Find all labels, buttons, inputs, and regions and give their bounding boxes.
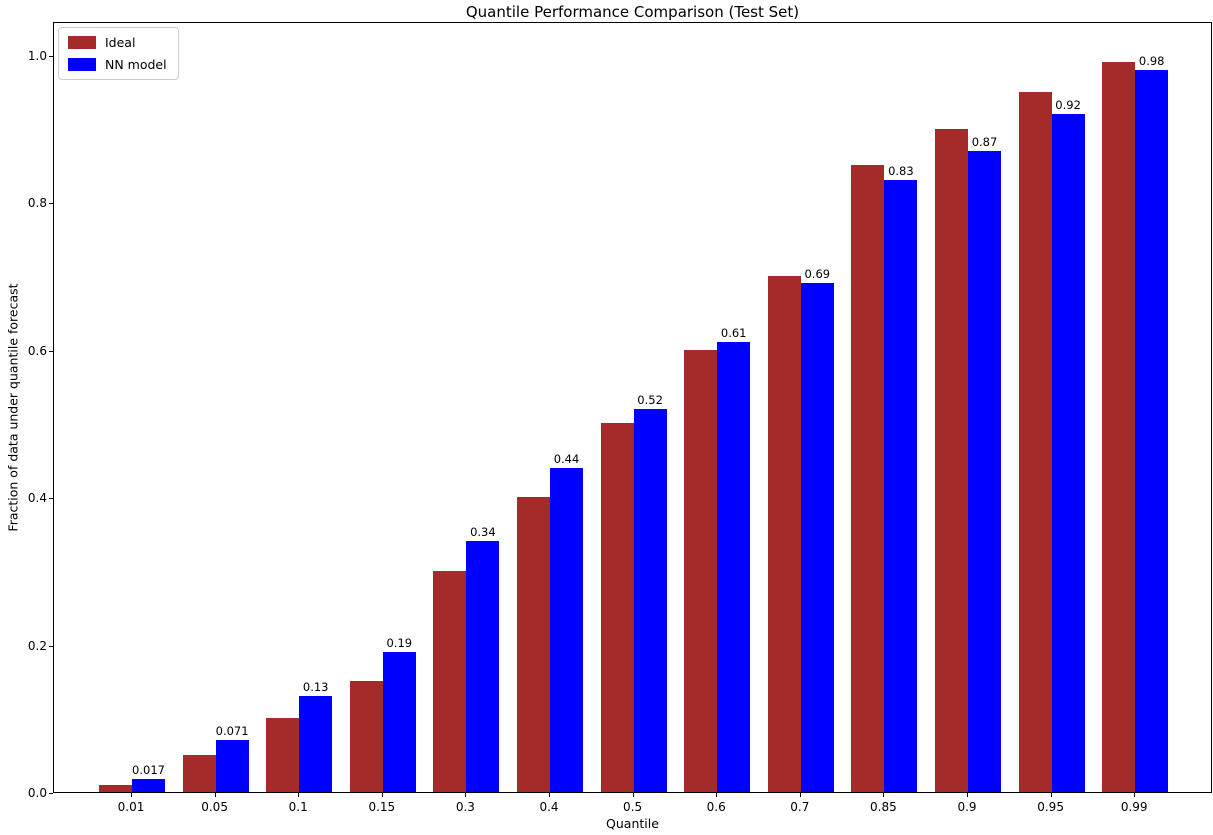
plot-area: 0.017 0.071 0.13 0.19 0.34 0.44 0.52 0.61 0.69 0.… (53, 22, 1212, 793)
x-tick-label: 0.1 (288, 800, 308, 814)
x-tick-label: 0.7 (790, 800, 810, 814)
legend: Ideal NN model (58, 27, 179, 80)
x-tick-label: 0.9 (957, 800, 977, 814)
bar-nn-model (382, 651, 416, 792)
bar-value-label: 0.61 (720, 326, 747, 341)
x-tick-mark (632, 793, 634, 797)
legend-swatch-ideal (68, 36, 96, 49)
bar-value-label: 0.69 (804, 267, 831, 282)
bar-nn-model (1135, 69, 1169, 792)
bar-value-label: 0.92 (1055, 97, 1081, 112)
x-tick-mark (465, 793, 467, 797)
bar-ideal (1102, 62, 1136, 792)
y-tick-label: 0.4 (27, 491, 47, 506)
bar-nn-model (1051, 113, 1085, 792)
y-tick-mark (49, 645, 53, 647)
y-tick-mark (49, 55, 53, 57)
bar-ideal (433, 570, 467, 792)
bar-value-label: 0.071 (215, 723, 249, 738)
y-tick-mark (49, 203, 53, 205)
bar-nn-model (215, 739, 249, 792)
bar-value-label: 0.017 (132, 763, 165, 778)
y-tick-mark (49, 793, 53, 794)
x-tick-mark (1050, 793, 1052, 797)
bar-value-label: 0.98 (1138, 53, 1165, 68)
y-tick-label: 0.0 (27, 786, 47, 800)
x-tick-label: 0.85 (870, 800, 897, 814)
x-tick-label: 0.05 (201, 800, 228, 814)
bar-ideal (767, 276, 801, 792)
x-tick-mark (381, 793, 383, 797)
legend-label-ideal: Ideal (105, 35, 136, 50)
y-tick-label: 0.2 (27, 638, 47, 653)
chart-title: Quantile Performance Comparison (Test Se… (465, 3, 800, 21)
bar-nn-model (466, 541, 500, 792)
bar-ideal (349, 681, 383, 792)
y-tick-label: 1.0 (27, 48, 47, 63)
bar-value-label: 0.19 (386, 635, 413, 650)
bar-nn-model (299, 696, 333, 792)
legend-swatch-nn-model (68, 58, 96, 71)
bar-nn-model (132, 779, 165, 792)
x-tick-label: 0.01 (117, 800, 145, 814)
bar-ideal (851, 165, 885, 792)
y-tick-label: 0.8 (27, 196, 47, 211)
bar-nn-model (884, 180, 918, 792)
x-tick-label: 0.5 (623, 800, 643, 814)
bar-nn-model (550, 467, 583, 792)
bar-value-label: 0.34 (470, 525, 496, 540)
bar-value-label: 0.87 (971, 134, 998, 149)
bar-ideal (600, 423, 634, 792)
x-tick-label: 0.95 (1037, 800, 1064, 814)
bar-nn-model (800, 283, 834, 792)
bar-ideal (99, 784, 132, 792)
x-tick-mark (716, 793, 718, 797)
y-tick-mark (49, 350, 53, 352)
x-tick-label: 0.4 (539, 800, 559, 814)
x-tick-mark (799, 793, 801, 797)
bar-nn-model (633, 408, 667, 792)
bar-ideal (182, 755, 216, 792)
bar-value-label: 0.52 (637, 392, 663, 407)
x-tick-label: 0.6 (706, 800, 726, 814)
bar-ideal (1018, 91, 1052, 792)
x-tick-mark (298, 793, 300, 797)
y-tick-mark (49, 498, 53, 500)
legend-entry-nn-model: NN model (68, 57, 167, 72)
bar-value-label: 0.44 (553, 451, 580, 466)
bar-ideal (517, 497, 550, 792)
x-tick-mark (1134, 793, 1136, 797)
bar-nn-model (968, 150, 1001, 792)
bar-nn-model (717, 342, 751, 792)
x-tick-label: 0.15 (368, 800, 396, 814)
x-tick-mark (883, 793, 885, 797)
legend-entry-ideal: Ideal (68, 35, 167, 50)
bar-value-label: 0.83 (888, 164, 914, 179)
x-tick-mark (549, 793, 550, 797)
bar-ideal (684, 349, 718, 792)
x-tick-mark (967, 793, 968, 797)
bar-ideal (935, 128, 968, 792)
legend-label-nn-model: NN model (105, 57, 167, 72)
bar-ideal (266, 718, 300, 792)
x-axis-label: Quantile (606, 816, 659, 831)
y-tick-label: 0.6 (27, 343, 47, 358)
x-tick-mark (214, 793, 216, 797)
y-axis-label: Fraction of data under quantile forecast (5, 283, 21, 532)
x-tick-label: 0.99 (1120, 800, 1148, 814)
x-tick-mark (131, 793, 132, 797)
bar-value-label: 0.13 (302, 680, 329, 695)
x-tick-label: 0.3 (455, 800, 475, 814)
